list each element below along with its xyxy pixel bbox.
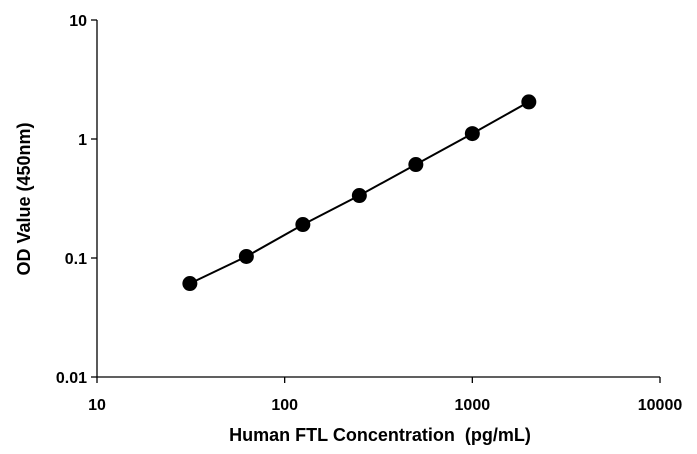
y-tick-label: 1 <box>78 132 87 149</box>
data-point <box>464 126 480 142</box>
y-axis-ticks: 0.01 0.1 1 10 <box>56 13 97 387</box>
data-point <box>238 248 254 264</box>
x-axis-ticks: 10 100 1000 10000 <box>88 377 682 414</box>
data-point <box>351 188 367 204</box>
x-tick-label: 10 <box>88 397 106 414</box>
x-tick-label: 10000 <box>638 397 683 414</box>
data-point <box>182 276 198 292</box>
y-axis-title: OD Value (450nm) <box>14 122 34 275</box>
x-tick-label: 1000 <box>455 397 491 414</box>
y-tick-label: 0.1 <box>65 251 87 268</box>
y-tick-label: 10 <box>69 13 87 30</box>
data-point <box>295 217 311 233</box>
plot-area <box>182 94 537 292</box>
data-point <box>521 94 537 110</box>
x-axis-title: Human FTL Concentration (pg/mL) <box>229 425 531 445</box>
y-tick-label: 0.01 <box>56 370 87 387</box>
data-point <box>408 157 424 173</box>
x-tick-label: 100 <box>271 397 298 414</box>
